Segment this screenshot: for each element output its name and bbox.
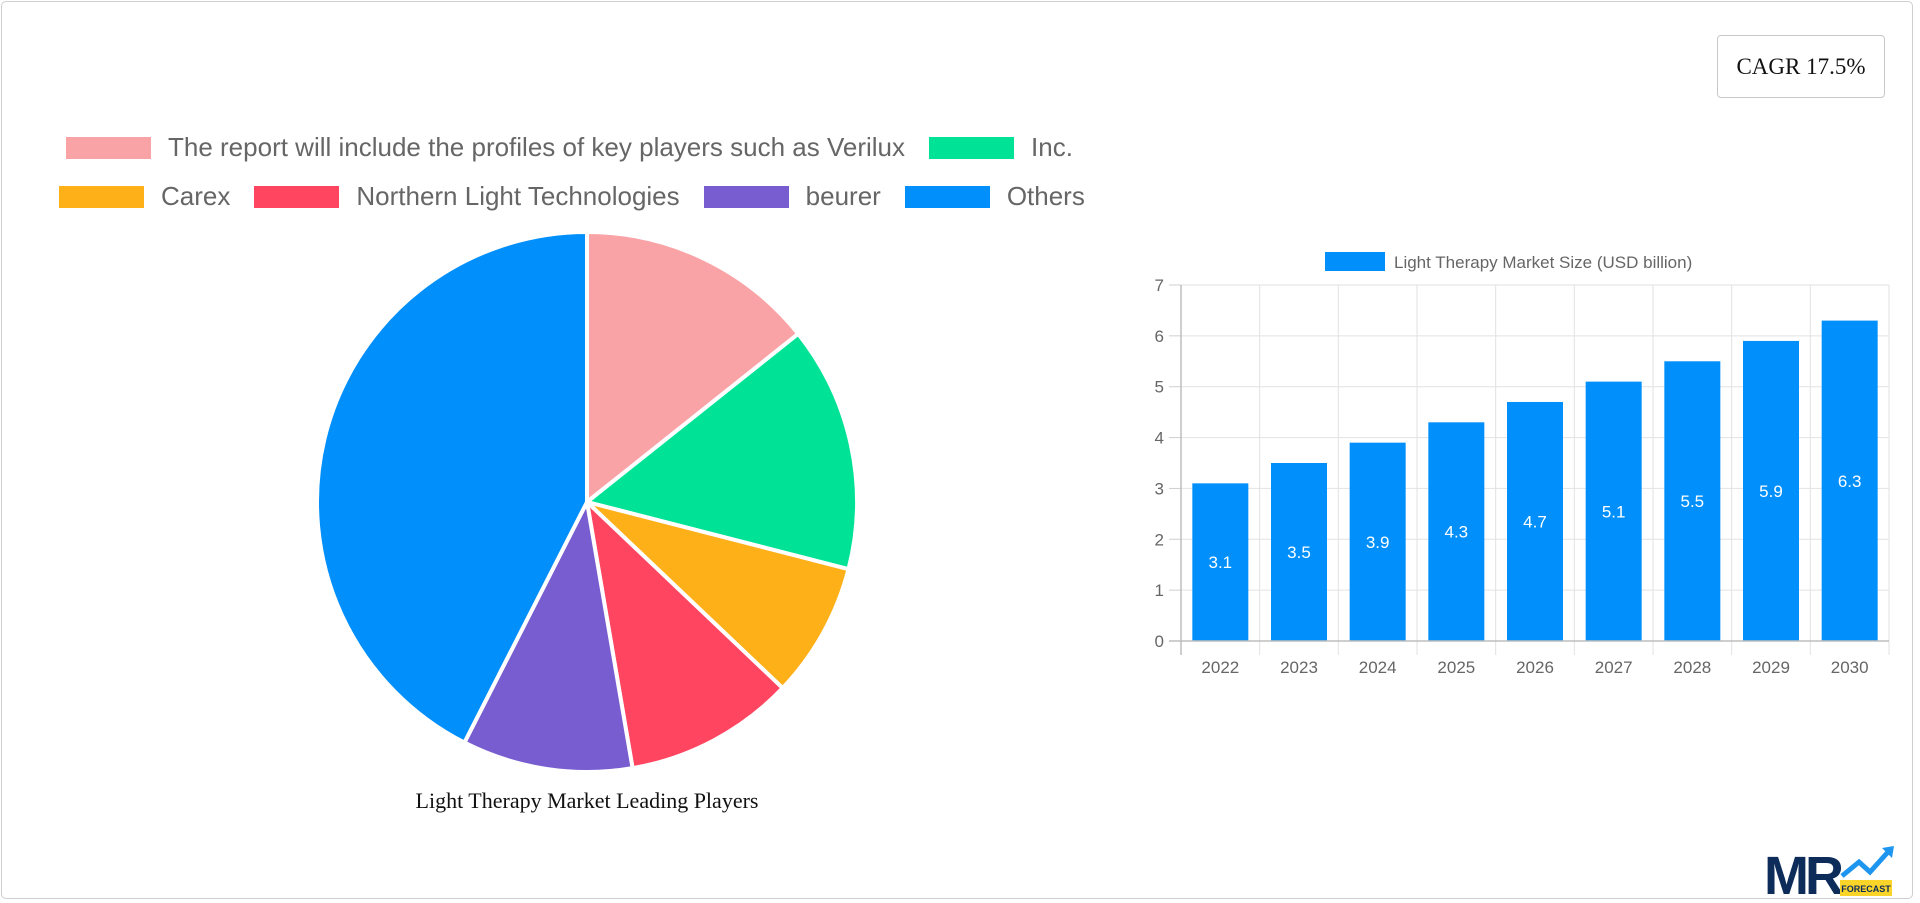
bar-legend-swatch xyxy=(1325,252,1385,271)
y-tick-label: 2 xyxy=(1155,530,1164,549)
pie-legend-item-carex[interactable]: Carex xyxy=(59,181,230,212)
pie-legend-row-2: Carex Northern Light Technologies beurer… xyxy=(59,181,1109,212)
bar-axes: 0 1 2 3 4 5 6 7 2022 2023 2024 2025 2026 2027 2028 2029… xyxy=(1155,276,1889,677)
pie-legend-item-inc[interactable]: Inc. xyxy=(929,132,1073,163)
x-tick-label: 2029 xyxy=(1752,658,1790,677)
y-tick-label: 3 xyxy=(1155,479,1164,498)
pie-slice[interactable] xyxy=(461,495,635,774)
bar[interactable] xyxy=(1664,361,1721,641)
bar-bars: 3.1 3.5 3.9 4.3 4.7 5.1 5.5 5.9 6.3 xyxy=(1192,320,1878,641)
trend-arrow-icon xyxy=(1840,850,1890,878)
y-tick-label: 0 xyxy=(1155,632,1164,651)
y-tick-label: 7 xyxy=(1155,276,1164,295)
pie-legend-item-others[interactable]: Others xyxy=(904,181,1085,212)
bar[interactable] xyxy=(1821,320,1878,641)
legend-label: Northern Light Technologies xyxy=(356,181,680,211)
cagr-label: CAGR 17.5% xyxy=(1736,53,1866,79)
logo-badge xyxy=(1840,880,1892,896)
legend-label: Inc. xyxy=(1031,132,1073,162)
bar[interactable] xyxy=(1585,381,1642,641)
legend-swatch xyxy=(929,136,1015,159)
cagr-badge: CAGR 17.5% xyxy=(1717,35,1885,98)
x-tick-label: 2022 xyxy=(1201,658,1239,677)
bar-value-label: 3.9 xyxy=(1366,533,1390,552)
arrow-head-icon xyxy=(1882,846,1894,858)
x-tick-label: 2024 xyxy=(1359,658,1397,677)
bar-value-label: 5.5 xyxy=(1681,492,1705,511)
bar[interactable] xyxy=(1428,422,1485,641)
bar[interactable] xyxy=(1271,463,1327,641)
bar[interactable] xyxy=(1743,340,1799,641)
bar[interactable] xyxy=(1192,483,1249,641)
bar-legend[interactable]: Light Therapy Market Size (USD billion) xyxy=(1325,252,1692,272)
x-tick-label: 2025 xyxy=(1437,658,1475,677)
x-tick-label: 2028 xyxy=(1673,658,1711,677)
bar-value-label: 3.5 xyxy=(1287,543,1311,562)
bar-value-label: 5.9 xyxy=(1759,482,1783,501)
pie-legend-item-northern-light[interactable]: Northern Light Technologies xyxy=(254,181,680,212)
pie-slices xyxy=(315,229,859,774)
x-tick-label: 2023 xyxy=(1280,658,1318,677)
bar-value-label: 3.1 xyxy=(1209,553,1233,572)
legend-swatch xyxy=(703,185,789,208)
bar-value-label: 4.3 xyxy=(1445,523,1469,542)
legend-label: Carex xyxy=(161,181,231,211)
logo-mr-text: MR xyxy=(1764,846,1843,898)
pie-slice[interactable] xyxy=(584,496,786,771)
bar-legend-label: Light Therapy Market Size (USD billion) xyxy=(1394,253,1692,272)
legend-swatch xyxy=(66,136,151,159)
x-tick-label: 2026 xyxy=(1516,658,1554,677)
bar[interactable] xyxy=(1349,442,1406,641)
pie-slice[interactable] xyxy=(315,229,589,746)
x-tick-label: 2030 xyxy=(1831,658,1869,677)
logo-badge-text: FORECAST xyxy=(1841,884,1891,894)
bar[interactable] xyxy=(1507,401,1563,641)
legend-swatch xyxy=(59,185,144,208)
bar-value-label: 6.3 xyxy=(1838,472,1862,491)
pie-legend-item-verilux[interactable]: The report will include the profiles of … xyxy=(66,132,905,163)
x-tick-label: 2027 xyxy=(1595,658,1633,677)
legend-label: Others xyxy=(1006,181,1085,211)
legend-label: beurer xyxy=(805,181,881,211)
legend-swatch xyxy=(904,185,990,208)
bar-value-label: 4.7 xyxy=(1523,512,1547,531)
pie-legend-row-1: The report will include the profiles of … xyxy=(66,132,1097,163)
bar-value-label: 5.1 xyxy=(1602,502,1626,521)
pie-chart-title: Light Therapy Market Leading Players xyxy=(415,788,759,813)
legend-swatch xyxy=(254,185,340,208)
mr-forecast-logo: MR FORECAST xyxy=(1764,846,1894,898)
y-tick-label: 1 xyxy=(1155,581,1164,600)
y-tick-label: 6 xyxy=(1155,327,1164,346)
pie-slice[interactable] xyxy=(582,331,859,572)
y-tick-label: 5 xyxy=(1155,378,1164,397)
pie-legend-item-beurer[interactable]: beurer xyxy=(703,181,881,212)
pie-slice[interactable] xyxy=(585,229,802,507)
legend-label: The report will include the profiles of … xyxy=(168,132,906,162)
y-tick-label: 4 xyxy=(1155,429,1164,448)
pie-slice[interactable] xyxy=(580,498,851,691)
